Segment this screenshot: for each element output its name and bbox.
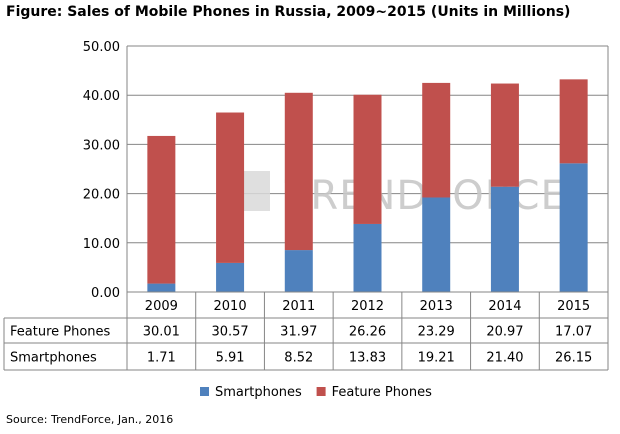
y-tick-label: 40.00	[83, 89, 120, 104]
chart-title: Figure: Sales of Mobile Phones in Russia…	[6, 4, 571, 20]
data-label-smartphones: 8.52	[284, 351, 313, 366]
data-label-feature-phones: 31.97	[280, 325, 317, 340]
bar-feature-phones	[490, 83, 519, 187]
x-tick-label: 2013	[420, 299, 453, 314]
table-row-header-smartphones: Smartphones	[10, 351, 97, 366]
legend-swatch-smartphones	[200, 387, 209, 396]
bar-smartphones	[422, 197, 451, 292]
data-label-smartphones: 19.21	[418, 351, 455, 366]
bar-smartphones	[284, 250, 313, 292]
bar-feature-phones	[284, 92, 313, 251]
data-label-feature-phones: 23.29	[418, 325, 455, 340]
y-tick-label: 0.00	[91, 286, 120, 301]
bar-smartphones	[216, 262, 245, 292]
table-row-header-feature-phones: Feature Phones	[10, 325, 111, 340]
source-note: Source: TrendForce, Jan., 2016	[6, 413, 174, 426]
y-tick-label: 30.00	[83, 138, 120, 153]
legend-label-feature-phones: Feature Phones	[332, 385, 433, 400]
data-label-feature-phones: 30.01	[143, 325, 180, 340]
x-tick-label: 2014	[488, 299, 521, 314]
y-tick-label: 10.00	[83, 237, 120, 252]
bar-smartphones	[490, 186, 519, 292]
data-label-smartphones: 21.40	[486, 351, 523, 366]
data-label-smartphones: 5.91	[216, 351, 245, 366]
y-tick-label: 50.00	[83, 40, 120, 55]
legend-label-smartphones: Smartphones	[215, 385, 302, 400]
y-tick-label: 20.00	[83, 188, 120, 203]
bar-smartphones	[353, 223, 382, 292]
bar-feature-phones	[216, 112, 245, 263]
x-tick-label: 2012	[351, 299, 384, 314]
legend-swatch-feature-phones	[316, 387, 326, 396]
data-label-smartphones: 13.83	[349, 351, 386, 366]
data-label-feature-phones: 26.26	[349, 325, 386, 340]
x-tick-label: 2009	[145, 299, 178, 314]
x-tick-label: 2010	[214, 299, 247, 314]
x-tick-label: 2015	[557, 299, 590, 314]
bar-smartphones	[559, 163, 588, 292]
x-tick-label: 2011	[282, 299, 315, 314]
bar-feature-phones	[559, 79, 588, 164]
bar-smartphones	[147, 283, 176, 292]
data-label-smartphones: 26.15	[555, 351, 592, 366]
data-label-feature-phones: 20.97	[486, 325, 523, 340]
data-label-feature-phones: 17.07	[555, 325, 592, 340]
data-label-smartphones: 1.71	[147, 351, 176, 366]
bar-feature-phones	[147, 135, 176, 284]
bar-feature-phones	[422, 82, 451, 198]
bar-feature-phones	[353, 94, 382, 224]
data-label-feature-phones: 30.57	[211, 325, 248, 340]
